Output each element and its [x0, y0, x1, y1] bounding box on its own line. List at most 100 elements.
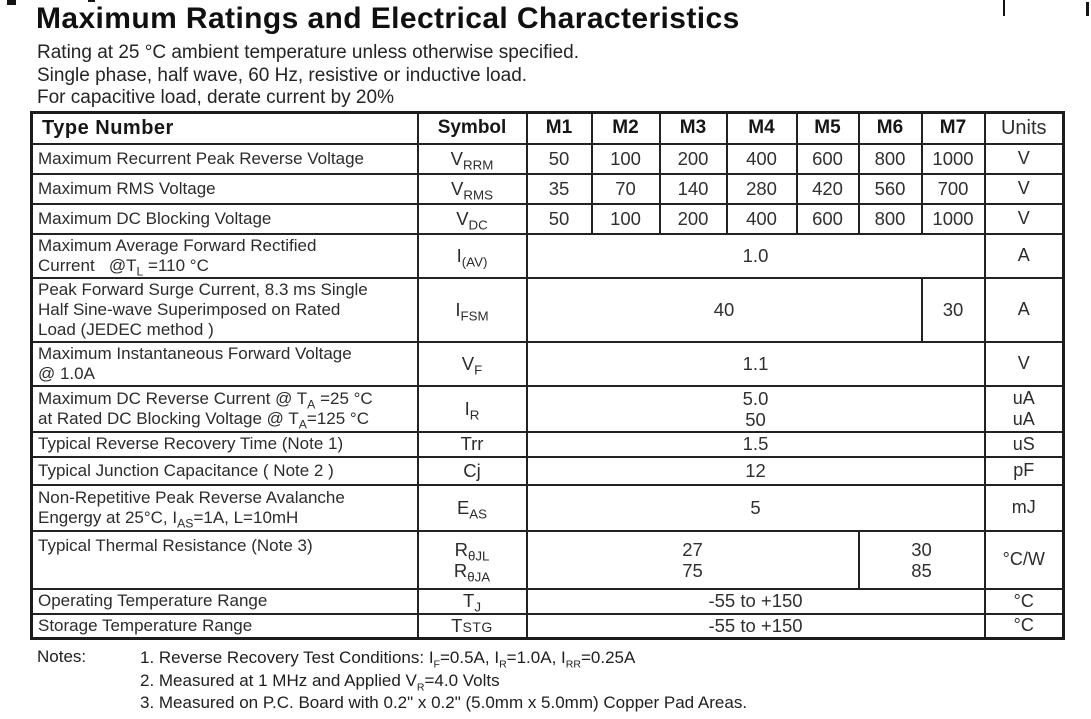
row-label: Maximum Average Forward Rectified Curren… — [30, 232, 419, 279]
col-m1: M1 — [525, 111, 593, 145]
table-row-cj: Typical Junction Capacitance ( Note 2 ) … — [30, 455, 1065, 486]
table-row-ir: Maximum DC Reverse Current @ TA =25 °C a… — [30, 384, 1065, 433]
notes-list: 1. Reverse Recovery Test Conditions: IF=… — [140, 647, 747, 715]
symbol-cj: Cj — [416, 455, 528, 486]
col-units: Units — [983, 111, 1065, 145]
symbol-ir: IR — [416, 384, 528, 433]
unit-cell: °C — [983, 587, 1065, 615]
row-label: Typical Thermal Resistance (Note 3) — [30, 529, 419, 590]
table-row-vrrm: Maximum Recurrent Peak Reverse Voltage V… — [30, 142, 1065, 175]
symbol-iav: I(AV) — [416, 232, 528, 279]
symbol-rth: RθJL RθJA — [416, 529, 528, 590]
row-label: Operating Temperature Range — [30, 587, 419, 615]
unit-cell: V — [983, 172, 1065, 205]
unit-cell: pF — [983, 455, 1065, 486]
scan-artifact — [7, 0, 16, 5]
value-cell-merged: 12 — [525, 455, 986, 486]
symbol-vf: VF — [416, 340, 528, 387]
table-row-eas: Non-Repetitive Peak Reverse Avalanche En… — [30, 483, 1065, 532]
symbol-vrrm: VRRM — [416, 142, 528, 175]
row-label: Maximum DC Blocking Voltage — [30, 202, 419, 235]
value-cell-merged: -55 to +150 — [525, 612, 986, 640]
row-label: Maximum Instantaneous Forward Voltage @ … — [30, 340, 419, 387]
value-cell-merged: 1.1 — [525, 340, 986, 387]
scan-artifact — [88, 0, 95, 2]
value-cell: 600 — [795, 142, 860, 175]
rating-conditions: Rating at 25 °C ambient temperature unle… — [37, 42, 579, 110]
unit-cell: °C — [983, 612, 1065, 640]
row-label: Typical Reverse Recovery Time (Note 1) — [30, 430, 419, 458]
col-m7: M7 — [920, 111, 986, 145]
value-cell: 280 — [725, 172, 798, 205]
symbol-vrms: VRMS — [416, 172, 528, 205]
col-m6: M6 — [857, 111, 923, 145]
table-row-vdc: Maximum DC Blocking Voltage VDC 50 100 2… — [30, 202, 1065, 235]
value-cell: 50 — [525, 142, 593, 175]
row-label: Peak Forward Surge Current, 8.3 ms Singl… — [30, 276, 419, 343]
row-label: Maximum Recurrent Peak Reverse Voltage — [30, 142, 419, 175]
value-cell: 560 — [857, 172, 923, 205]
unit-cell: A — [983, 232, 1065, 279]
row-label: Non-Repetitive Peak Reverse Avalanche En… — [30, 483, 419, 532]
col-m4: M4 — [725, 111, 798, 145]
table-row-tj: Operating Temperature Range TJ -55 to +1… — [30, 587, 1065, 615]
unit-cell: V — [983, 202, 1065, 235]
value-cell: 200 — [658, 142, 728, 175]
table-row-tstg: Storage Temperature Range TSTG -55 to +1… — [30, 612, 1065, 640]
symbol-tj: TJ — [416, 587, 528, 615]
notes-section: Notes: 1. Reverse Recovery Test Conditio… — [37, 647, 747, 715]
notes-label: Notes: — [37, 647, 87, 666]
value-cell: 1000 — [920, 142, 986, 175]
symbol-ifsm: IFSM — [416, 276, 528, 343]
symbol-vdc: VDC — [416, 202, 528, 235]
scan-artifact — [1003, 0, 1005, 16]
table-row-rth: Typical Thermal Resistance (Note 3) RθJL… — [30, 529, 1065, 590]
value-cell: 200 — [658, 202, 728, 235]
note-2: 2. Measured at 1 MHz and Applied VR=4.0 … — [140, 670, 500, 693]
value-cell: 100 — [590, 142, 661, 175]
value-cell: 1000 — [920, 202, 986, 235]
note-3: 3. Measured on P.C. Board with 0.2" x 0.… — [140, 693, 748, 712]
table-row-iav: Maximum Average Forward Rectified Curren… — [30, 232, 1065, 279]
value-cell: 800 — [857, 202, 923, 235]
unit-cell: A — [983, 276, 1065, 343]
ratings-table: Type Number Symbol M1 M2 M3 M4 M5 M6 M7 … — [30, 111, 1065, 640]
condition-line: Single phase, half wave, 60 Hz, resistiv… — [37, 64, 528, 86]
value-cell-merged: 5.0 50 — [525, 384, 986, 433]
value-cell-m6-m7: 30 85 — [857, 529, 986, 590]
value-cell-m1-m5: 27 75 — [525, 529, 860, 590]
table-header-row: Type Number Symbol M1 M2 M3 M4 M5 M6 M7 … — [30, 111, 1065, 145]
col-m5: M5 — [795, 111, 860, 145]
value-cell-merged: 5 — [525, 483, 986, 532]
symbol-trr: Trr — [416, 430, 528, 458]
value-cell: 50 — [525, 202, 593, 235]
symbol-eas: EAS — [416, 483, 528, 532]
value-cell: 800 — [857, 142, 923, 175]
value-cell-merged: 40 — [525, 276, 923, 343]
condition-line: Rating at 25 °C ambient temperature unle… — [37, 42, 579, 63]
col-m3: M3 — [658, 111, 728, 145]
col-symbol: Symbol — [416, 111, 528, 145]
value-cell: 140 — [658, 172, 728, 205]
value-cell: 100 — [590, 202, 661, 235]
unit-cell: °C/W — [983, 529, 1065, 590]
col-type-number: Type Number — [30, 111, 419, 145]
value-cell: 35 — [525, 172, 593, 205]
page-title: Maximum Ratings and Electrical Character… — [36, 2, 740, 35]
table-row-vf: Maximum Instantaneous Forward Voltage @ … — [30, 340, 1065, 387]
value-cell: 700 — [920, 172, 986, 205]
row-label: Maximum RMS Voltage — [30, 172, 419, 205]
value-cell-merged: 1.0 — [525, 232, 986, 279]
table-row-trr: Typical Reverse Recovery Time (Note 1) T… — [30, 430, 1065, 458]
value-cell-merged: -55 to +150 — [525, 587, 986, 615]
unit-cell: V — [983, 142, 1065, 175]
value-cell: 600 — [795, 202, 860, 235]
unit-cell: V — [983, 340, 1065, 387]
condition-line: For capacitive load, derate current by 2… — [37, 87, 394, 108]
unit-cell: uA uA — [983, 384, 1065, 433]
value-cell-m7: 30 — [920, 276, 986, 343]
value-cell: 420 — [795, 172, 860, 205]
value-cell: 400 — [725, 142, 798, 175]
scan-artifact — [1086, 2, 1089, 16]
